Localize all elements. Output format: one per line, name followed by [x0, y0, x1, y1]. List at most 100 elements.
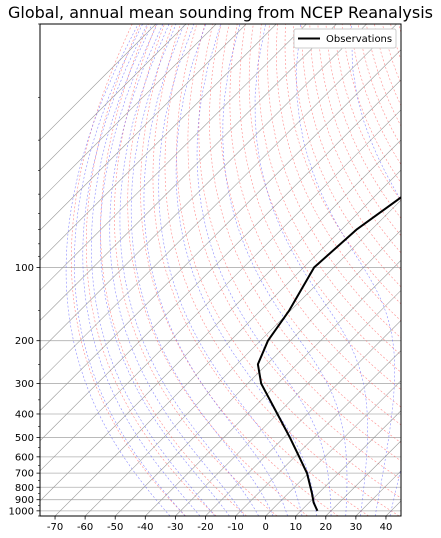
isotherm--140: [40, 24, 337, 321]
dry-adiabat-0: [114, 24, 278, 516]
x-tick-label--40: -40: [137, 522, 153, 533]
isotherm--90: [40, 109, 401, 472]
dry-adiabat-340: [431, 24, 441, 516]
isotherm-0: [265, 380, 401, 516]
moist-adiabat-0: [130, 24, 274, 516]
dry-adiabat-130: [258, 24, 401, 356]
y-tick-label-700: 700: [15, 469, 34, 480]
dry-adiabat-270: [374, 24, 401, 107]
isotherm--120: [40, 24, 397, 382]
dry-adiabat-10: [127, 24, 308, 516]
dry-adiabat-50: [176, 24, 401, 499]
isotherm--190: [40, 24, 187, 171]
x-tick-label--70: -70: [47, 522, 63, 533]
moist-adiabat-35: [296, 24, 395, 516]
x-tick-label-0: 0: [262, 522, 268, 533]
dry-adiabat--30: [71, 24, 186, 516]
moist-adiabat--15: [99, 24, 230, 516]
x-tick-label-10: 10: [289, 522, 302, 533]
moist-adiabat--25: [82, 24, 201, 516]
y-tick-label-1000: 1000: [9, 506, 34, 517]
isotherm--80: [40, 139, 401, 502]
background-grid: [40, 24, 441, 516]
y-tick-label-300: 300: [15, 379, 34, 390]
dry-adiabat-40: [164, 24, 400, 516]
y-tick-label-600: 600: [15, 452, 34, 463]
moist-adiabat--35: [65, 24, 171, 516]
isotherm--200: [40, 24, 157, 141]
moist-adiabat-10: [158, 24, 303, 516]
isotherm-30: [355, 470, 401, 516]
dry-adiabat-150: [276, 24, 401, 322]
isotherm--100: [40, 79, 401, 442]
x-tick-label--10: -10: [227, 522, 243, 533]
isotherm-50: [416, 24, 441, 516]
dry-adiabat--20: [85, 24, 217, 516]
isotherm--150: [40, 24, 307, 291]
isotherm--160: [40, 24, 277, 261]
dry-adiabat--10: [100, 24, 247, 516]
x-tick-label--60: -60: [77, 522, 93, 533]
isotherm--130: [40, 24, 367, 351]
x-tick-label--30: -30: [167, 522, 183, 533]
isotherm--110: [40, 49, 401, 412]
dry-adiabat-310: [407, 24, 441, 516]
y-tick-label-800: 800: [15, 483, 34, 494]
moist-adiabat--20: [91, 24, 216, 516]
dry-adiabat-60: [187, 24, 401, 480]
dry-adiabat-200: [317, 24, 401, 237]
dry-adiabat-70: [198, 24, 401, 462]
isotherm--60: [84, 199, 401, 516]
dry-adiabat-180: [301, 24, 401, 271]
dry-adiabat-230: [341, 24, 401, 184]
y-tick-label-100: 100: [15, 263, 34, 274]
dry-adiabat-210: [325, 24, 401, 219]
dry-adiabat-20: [140, 24, 339, 516]
y-tick-label-400: 400: [15, 409, 34, 420]
x-tick-label-30: 30: [350, 522, 363, 533]
moist-adiabat-25: [222, 24, 348, 516]
plot-frame: [39, 23, 402, 517]
data-series: [256, 196, 401, 512]
dry-adiabat-220: [333, 24, 401, 202]
isotherm-10: [295, 410, 401, 516]
chart-title: Global, annual mean sounding from NCEP R…: [8, 3, 433, 22]
series-line-observations: [256, 196, 401, 512]
isotherm--170: [40, 24, 247, 231]
dry-adiabat-330: [423, 24, 441, 516]
x-tick-label--20: -20: [197, 522, 213, 533]
dry-adiabat-170: [293, 24, 401, 288]
moist-adiabat--10: [109, 24, 245, 516]
dry-adiabat-90: [219, 24, 401, 426]
y-tick-label-200: 200: [15, 336, 34, 347]
dry-adiabat-80: [209, 24, 401, 444]
moist-adiabat--30: [74, 24, 186, 516]
isotherm--50: [114, 229, 401, 516]
isotherm--40: [145, 259, 401, 516]
dry-adiabat-240: [349, 24, 401, 166]
dry-adiabat-30: [152, 24, 369, 516]
dry-adiabat-260: [366, 24, 401, 127]
y-tick-label-500: 500: [15, 433, 34, 444]
moist-adiabat-20: [196, 24, 332, 516]
isotherm--180: [40, 24, 217, 201]
legend-box: [293, 28, 397, 49]
dry-adiabat-290: [390, 24, 401, 61]
isotherm--70: [54, 169, 401, 516]
moist-adiabat--5: [119, 24, 259, 516]
dry-adiabat-190: [309, 24, 401, 254]
x-axis: -70 -60 -50 -40 -30 -20 -10 0 10 20 30 40: [47, 516, 392, 533]
isotherm--10: [235, 350, 401, 516]
isotherm-40: [385, 500, 401, 516]
dry-adiabat-300: [398, 24, 401, 34]
isotherm--30: [175, 289, 401, 516]
dry-adiabat-110: [239, 24, 401, 390]
x-tick-label-20: 20: [319, 522, 332, 533]
x-tick-label--50: -50: [107, 522, 123, 533]
y-tick-label-900: 900: [15, 495, 34, 506]
legend: Observations: [293, 28, 397, 49]
x-tick-label-40: 40: [380, 522, 393, 533]
legend-label-observations: Observations: [326, 34, 392, 45]
